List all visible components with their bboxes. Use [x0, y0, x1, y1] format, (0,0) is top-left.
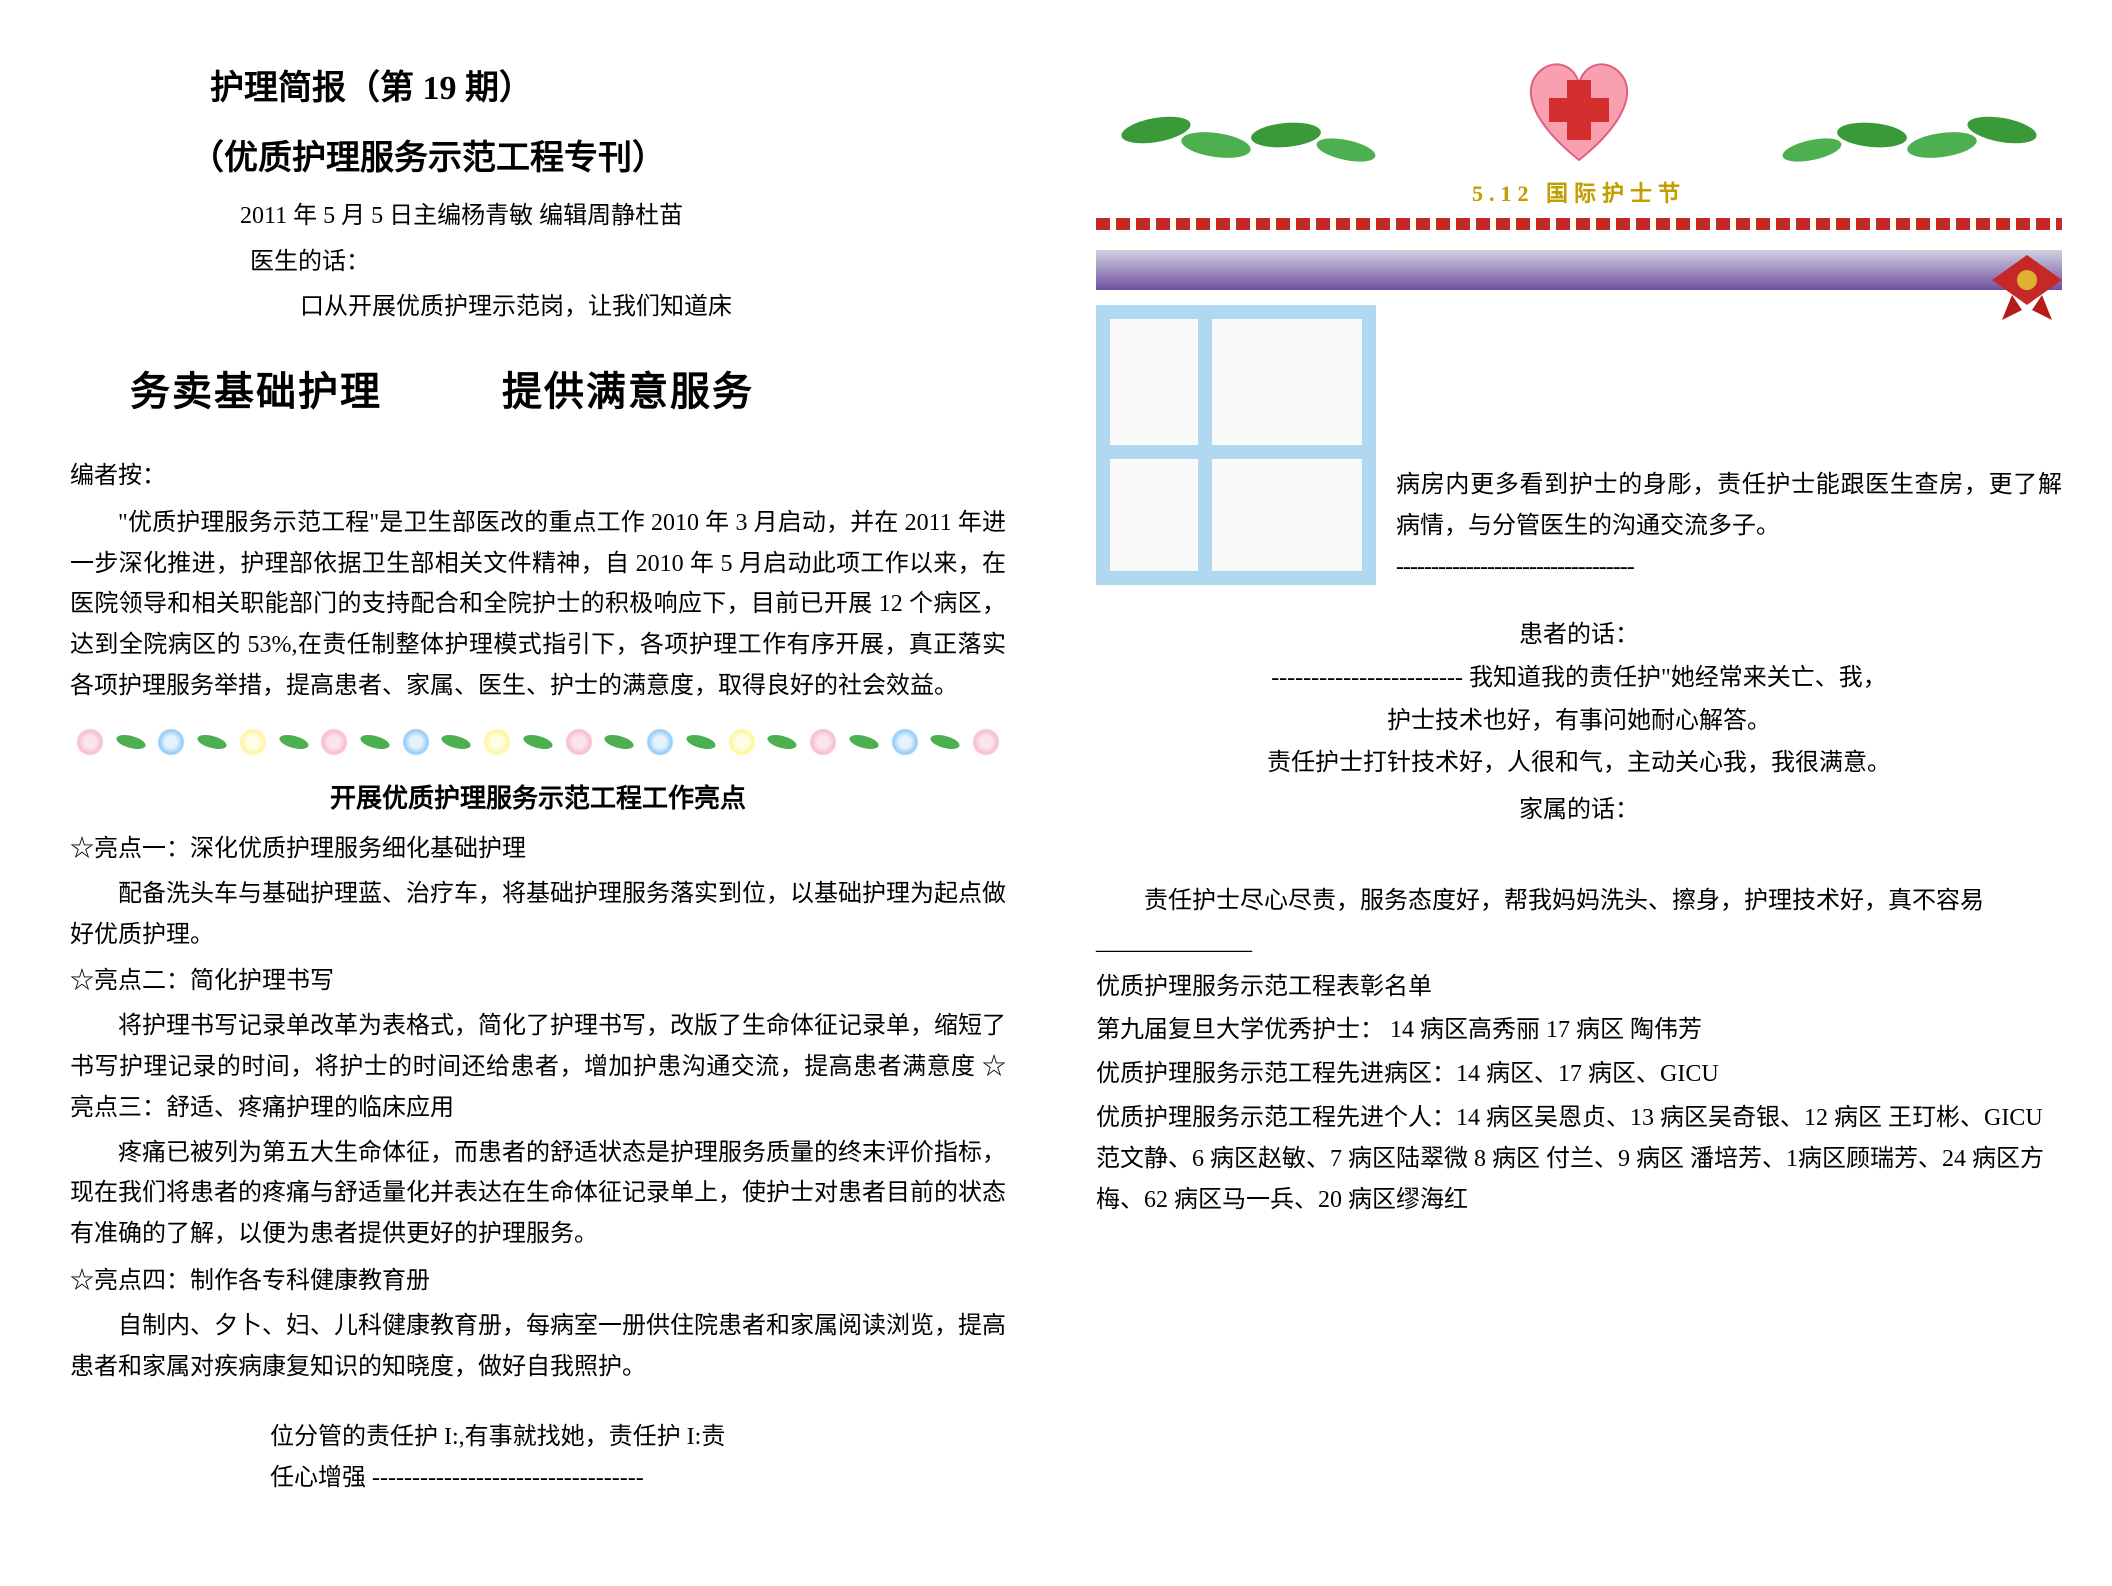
highlight-1-body: 配备洗头车与基础护理蓝、治疗车，将基础护理服务落实到位，以基础护理为起点做 好优…	[70, 874, 1006, 956]
banner: 5.12 国际护士节	[1096, 40, 2062, 240]
section-title: 开展优质护理服务示范工程工作亮点	[70, 777, 1006, 821]
slogan-right: 提供满意服务	[502, 369, 754, 414]
leaves-left-icon	[1116, 110, 1396, 170]
highlight-4-title: ☆亮点四：制作各专科健康教育册	[70, 1261, 1006, 1302]
photo-frame	[1096, 305, 1376, 585]
patient-label: 患者的话：	[1096, 615, 2062, 656]
highlight-3-body: 疼痛已被列为第五大生命体征，而患者的舒适状态是护理服务质量的终末评价指标， 现在…	[70, 1133, 1006, 1255]
award-paragraph: 责任护士尽心尽责，服务态度好，帮我妈妈洗头、擦身，护理技术好，真不容易_____…	[1096, 881, 2062, 963]
date-editors: 2011 年 5 月 5 日主编杨青敏 编辑周静杜苗	[240, 196, 1006, 237]
footer-line-2: 任心增强 ----------------------------------	[270, 1458, 1006, 1499]
award-list-4: 优质护理服务示范工程先进个人：14 病区吴恩贞、13 病区吴奇银、12 病区 王…	[1096, 1098, 2062, 1220]
heart-cross-icon	[1509, 50, 1649, 170]
left-page: 护理简报（第 19 期） （优质护理服务示范工程专刊） 2011 年 5 月 5…	[0, 0, 1056, 1586]
ribbon-icon	[1982, 235, 2072, 325]
red-divider	[1096, 218, 2062, 230]
family-label: 家属的话：	[1096, 790, 2062, 831]
award-list-title: 优质护理服务示范工程表彰名单	[1096, 967, 2062, 1008]
patient-line-2: 护士技术也好，有事问她耐心解答。	[1096, 701, 2062, 742]
highlight-2-title: ☆亮点二：简化护理书写	[70, 961, 1006, 1002]
highlight-2-body: 将护理书写记录单改革为表格式，简化了护理书写，改版了生命体征记录单，缩短了 书写…	[70, 1006, 1006, 1128]
award-list-3: 优质护理服务示范工程先进病区：14 病区、17 病区、GICU	[1096, 1054, 2062, 1095]
editor-label: 编者按：	[70, 456, 1006, 497]
doctor-label: 医生的话：	[250, 242, 1006, 283]
leaves-right-icon	[1762, 110, 2042, 170]
slogan-left: 务卖基础护理	[130, 369, 382, 414]
photo-text-block: 病房内更多看到护士的身彫，责任护士能跟医生查房，更了解病情，与分管医生的沟通交流…	[1096, 305, 2062, 595]
patient-line-3: 责任护士打针技术好，人很和气，主动关心我，我很满意。	[1096, 743, 2062, 784]
highlight-4-body: 自制内、夕卜、妇、儿科健康教育册，每病室一册供住院患者和家属阅读浏览，提高 患者…	[70, 1306, 1006, 1388]
title-sub: （优质护理服务示范工程专刊）	[190, 130, 1006, 188]
slogan: 务卖基础护理 提供满意服务	[130, 358, 1006, 426]
doctor-text: 口从开展优质护理示范岗，让我们知道床	[300, 287, 1006, 328]
patient-line-1: ------------------------ 我知道我的责任护"她经常来关亡…	[1096, 658, 2062, 699]
editor-paragraph: "优质护理服务示范工程"是卫生部医改的重点工作 2010 年 3 月启动，并在 …	[70, 503, 1006, 707]
title-main: 护理简报（第 19 期）	[210, 60, 1006, 118]
flower-divider	[70, 717, 1006, 767]
banner-text: 5.12 国际护士节	[1472, 175, 1686, 212]
footer-line-1: 位分管的责任护 I:,有事就找她，责任护 I:责	[270, 1417, 1006, 1458]
right-page: 5.12 国际护士节 病房内更多看到护士的身彫，责任护士能跟医生查房，更了解病情…	[1056, 0, 2112, 1586]
award-list-2: 第九届复旦大学优秀护士： 14 病区高秀丽 17 病区 陶伟芳	[1096, 1010, 2062, 1051]
highlight-1-title: ☆亮点一：深化优质护理服务细化基础护理	[70, 829, 1006, 870]
purple-bar	[1096, 250, 2062, 290]
